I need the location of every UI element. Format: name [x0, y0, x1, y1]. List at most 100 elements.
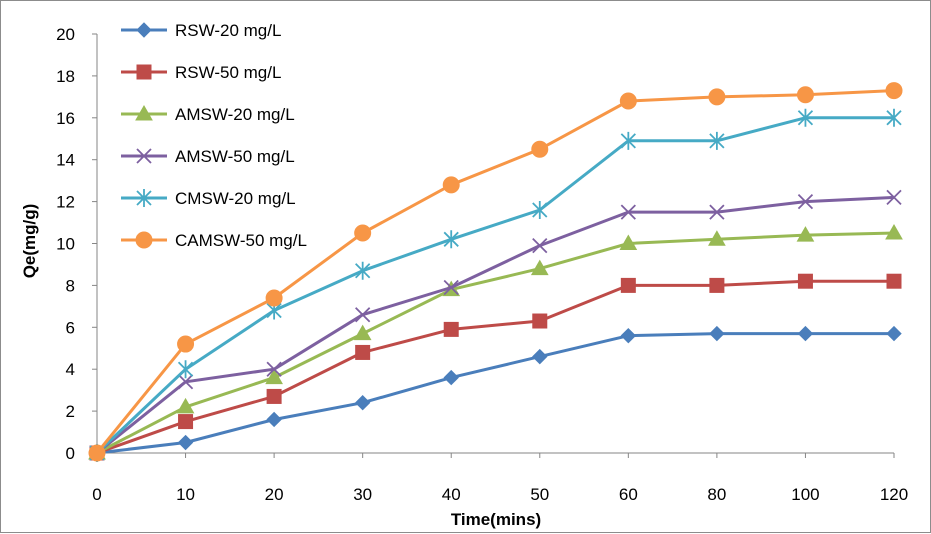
y-tick-label: 0 — [66, 444, 75, 463]
data-point — [532, 200, 548, 219]
legend-item: CAMSW-50 mg/L — [121, 231, 307, 250]
data-point — [265, 289, 283, 307]
data-point — [885, 82, 903, 100]
series-2 — [89, 273, 902, 461]
data-point — [530, 259, 549, 276]
legend-marker — [136, 189, 152, 207]
x-tick-label: 30 — [353, 485, 372, 504]
x-tick-label: 20 — [265, 485, 284, 504]
data-point — [266, 411, 282, 428]
legend: RSW-20 mg/L RSW-50 mg/L AMSW-20 mg/L AMSW-5… — [121, 21, 307, 250]
legend-item: CMSW-20 mg/L — [121, 189, 296, 208]
legend-label: AMSW-50 mg/L — [175, 147, 295, 166]
data-point — [177, 374, 194, 390]
data-point — [354, 224, 372, 242]
legend-label: RSW-20 mg/L — [175, 21, 281, 40]
data-point — [178, 414, 194, 430]
data-point — [797, 325, 814, 342]
x-tick-label: 40 — [442, 485, 461, 504]
data-point — [797, 193, 814, 210]
data-point — [619, 92, 637, 110]
data-point — [532, 237, 548, 254]
data-point — [886, 108, 902, 127]
data-point — [620, 204, 636, 220]
data-point — [442, 176, 460, 194]
legend-marker — [136, 22, 152, 38]
data-point — [620, 327, 637, 344]
series-line — [96, 332, 894, 455]
data-point — [620, 277, 636, 293]
legend-item: AMSW-50 mg/L — [121, 147, 295, 166]
x-tick-label: 50 — [530, 485, 549, 504]
legend-label: CAMSW-50 mg/L — [175, 231, 307, 250]
data-point — [886, 189, 902, 206]
y-tick-label: 6 — [66, 318, 75, 337]
series-line — [95, 89, 895, 454]
y-tick-label: 2 — [66, 402, 75, 421]
series-line — [96, 195, 895, 455]
data-point — [709, 131, 725, 150]
legend-label: CMSW-20 mg/L — [175, 189, 296, 208]
y-tick-label: 18 — [56, 67, 75, 86]
data-point — [620, 131, 636, 150]
data-point — [886, 273, 902, 289]
series-line — [96, 231, 895, 455]
data-point — [443, 369, 459, 386]
data-point — [796, 226, 815, 242]
data-point — [443, 279, 459, 296]
data-point — [177, 360, 194, 379]
data-point — [708, 230, 726, 246]
data-point — [709, 204, 725, 220]
x-tick-label: 80 — [707, 485, 726, 504]
legend-label: AMSW-20 mg/L — [175, 105, 295, 124]
data-point — [177, 434, 194, 451]
data-point — [266, 388, 282, 404]
x-tick-label: 120 — [880, 485, 908, 504]
y-tick-label: 12 — [56, 193, 75, 212]
y-tick-label: 4 — [66, 360, 75, 379]
legend-item: RSW-20 mg/L — [121, 21, 281, 40]
axes: 0 2 4 6 8 10 12 14 16 18 20 0 10 20 30 40 50 60 80 100 120 — [56, 25, 908, 504]
data-point — [797, 273, 813, 289]
data-point — [177, 335, 195, 353]
data-point — [886, 325, 902, 342]
legend-marker — [136, 148, 152, 164]
legend-label: RSW-50 mg/L — [175, 63, 281, 82]
data-point — [355, 344, 371, 360]
series-6 — [88, 82, 903, 462]
y-tick-label: 20 — [56, 25, 75, 44]
data-point — [353, 324, 372, 341]
x-tick-label: 100 — [791, 485, 819, 504]
y-axis-title: Qe(mg/g) — [20, 204, 39, 279]
data-point — [355, 307, 371, 323]
data-point — [531, 140, 549, 158]
series-3 — [88, 224, 903, 460]
data-point — [619, 234, 638, 250]
legend-item: RSW-50 mg/L — [121, 63, 281, 82]
series-lines — [88, 82, 903, 462]
series-line — [96, 279, 894, 455]
y-tick-label: 10 — [56, 235, 75, 254]
x-tick-label: 10 — [176, 485, 195, 504]
series-line — [95, 116, 894, 455]
y-tick-label: 8 — [66, 276, 75, 295]
data-point — [708, 88, 726, 106]
data-point — [266, 361, 282, 377]
data-point — [354, 395, 371, 411]
series-1 — [89, 325, 902, 461]
data-point — [532, 313, 548, 329]
x-tick-label: 60 — [619, 485, 638, 504]
x-axis-title: Time(mins) — [451, 510, 541, 529]
data-point — [88, 444, 106, 462]
data-point — [265, 368, 283, 385]
data-point — [709, 325, 725, 342]
x-tick-label: 0 — [92, 485, 101, 504]
data-point — [885, 224, 903, 240]
data-point — [796, 86, 814, 104]
data-point — [797, 108, 814, 127]
y-tick-label: 16 — [56, 109, 75, 128]
legend-item: AMSW-20 mg/L — [121, 104, 295, 124]
data-point — [709, 277, 725, 293]
